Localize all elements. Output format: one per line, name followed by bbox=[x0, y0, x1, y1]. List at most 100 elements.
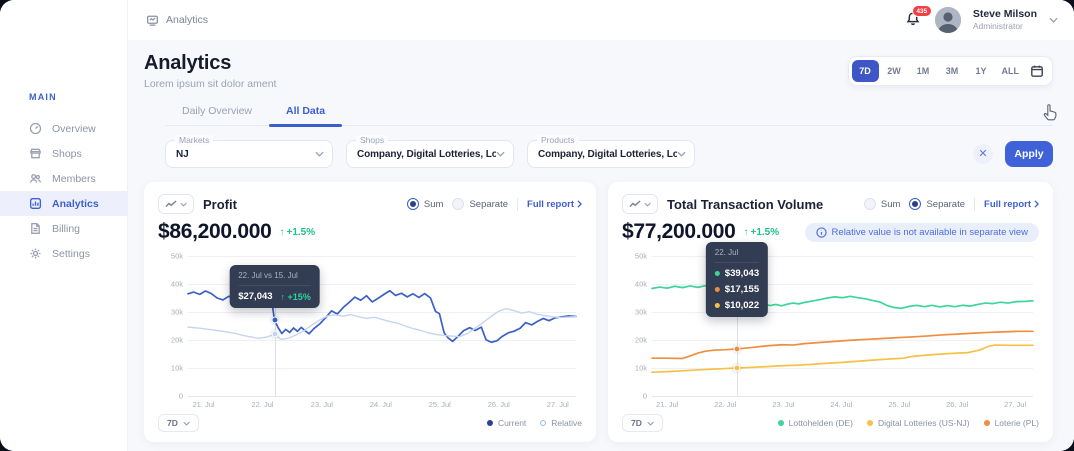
sidebar-item-overview[interactable]: Overview bbox=[0, 116, 127, 141]
analytics-breadcrumb-icon bbox=[147, 15, 158, 26]
chart-range-dropdown[interactable]: 7D bbox=[622, 414, 663, 432]
sidebar-item-shops[interactable]: Shops bbox=[0, 141, 127, 166]
x-axis-label: 22. Jul bbox=[251, 400, 274, 409]
chart-range-dropdown[interactable]: 7D bbox=[158, 414, 199, 432]
breadcrumb-label: Analytics bbox=[166, 14, 209, 26]
tab-daily-overview[interactable]: Daily Overview bbox=[182, 105, 253, 117]
chevron-down-icon bbox=[496, 151, 505, 157]
gridline bbox=[652, 396, 1033, 397]
y-axis-label: 40k bbox=[170, 279, 183, 289]
markets-select[interactable]: Markets NJ bbox=[165, 135, 333, 168]
data-point-dot bbox=[271, 316, 279, 324]
sidebar-item-analytics[interactable]: Analytics bbox=[0, 191, 127, 216]
tooltip-title: 22. Jul vs 15. Jul bbox=[238, 271, 311, 287]
chevron-right-icon bbox=[577, 200, 582, 208]
sidebar-item-label: Members bbox=[52, 172, 96, 185]
full-report-link[interactable]: Full report bbox=[527, 199, 582, 210]
tooltip-value: $10,022 bbox=[724, 300, 760, 311]
sidebar-item-label: Overview bbox=[52, 122, 96, 135]
full-report-label: Full report bbox=[527, 198, 574, 210]
series-line bbox=[188, 309, 576, 340]
radio-label: Separate bbox=[926, 198, 966, 210]
legend-label: Current bbox=[497, 418, 527, 428]
legend-item[interactable]: Loterie (PL) bbox=[983, 418, 1039, 428]
radio-icon bbox=[406, 198, 419, 210]
analytics-icon bbox=[30, 198, 41, 209]
x-axis-label: 26. Jul bbox=[487, 400, 510, 409]
legend-item[interactable]: Current bbox=[486, 418, 527, 428]
notification-badge: 435 bbox=[911, 5, 932, 17]
x-axis-label: 23. Jul bbox=[310, 400, 333, 409]
sum-radio[interactable]: Sum bbox=[406, 198, 444, 210]
legend-dot bbox=[866, 420, 873, 426]
avatar[interactable] bbox=[934, 7, 961, 33]
chart-type-button[interactable] bbox=[158, 194, 194, 214]
gridline bbox=[652, 256, 1033, 257]
products-value: Company, Digital Lotteries, Loterie bbox=[538, 148, 677, 160]
sidebar-item-label: Settings bbox=[52, 247, 90, 260]
time-range-all[interactable]: ALL bbox=[997, 60, 1025, 82]
time-range-1y[interactable]: 1Y bbox=[968, 60, 995, 82]
legend-label: Lottohelden (DE) bbox=[788, 418, 853, 428]
x-axis-label: 21. Jul bbox=[656, 400, 679, 409]
tooltip-value: $17,155 bbox=[724, 284, 760, 295]
x-axis-label: 27. Jul bbox=[546, 400, 569, 409]
chart-range-label: 7D bbox=[631, 418, 642, 428]
tab-all-data[interactable]: All Data bbox=[269, 99, 343, 127]
tooltip-guide-line bbox=[736, 256, 738, 396]
x-axis-label: 21. Jul bbox=[192, 400, 215, 409]
notice-text: Relative value is not available in separ… bbox=[831, 226, 1028, 238]
chart-type-button[interactable] bbox=[622, 194, 658, 214]
data-point-dot bbox=[733, 364, 741, 372]
tooltip-row: $17,155 bbox=[714, 284, 760, 295]
gridline bbox=[652, 312, 1033, 313]
time-range-control: 7D 2W 1M 3M 1Y ALL bbox=[847, 56, 1053, 86]
legend-label: Digital Lotteries (US-NJ) bbox=[877, 418, 970, 428]
series-line bbox=[652, 331, 1033, 358]
radio-label: Sum bbox=[423, 198, 444, 210]
shops-select[interactable]: Shops Company, Digital Lotteries, Loteri… bbox=[346, 135, 514, 168]
full-report-link[interactable]: Full report bbox=[984, 199, 1039, 210]
close-icon: ✕ bbox=[978, 147, 988, 160]
radio-icon bbox=[452, 198, 465, 210]
y-axis-label: 40k bbox=[634, 279, 647, 289]
tooltip-value: $39,043 bbox=[724, 268, 760, 279]
notifications-button[interactable]: 435 bbox=[905, 5, 932, 29]
calendar-button[interactable] bbox=[1030, 64, 1044, 78]
separate-radio[interactable]: Separate bbox=[909, 198, 965, 210]
divider bbox=[517, 197, 519, 211]
chart-range-label: 7D bbox=[167, 418, 178, 428]
transaction-volume-chart[interactable]: 50k 40k 30k 20k 10k 0 21. Jul 22. Jul 23. Jul 24.… bbox=[635, 242, 1033, 409]
chevron-down-icon bbox=[644, 202, 651, 207]
chevron-down-icon[interactable] bbox=[1049, 17, 1058, 23]
clear-filters-button[interactable]: ✕ bbox=[973, 144, 993, 164]
markets-value: NJ bbox=[176, 148, 189, 160]
separate-radio[interactable]: Separate bbox=[452, 198, 508, 210]
x-axis-label: 24. Jul bbox=[369, 400, 392, 409]
y-axis-label: 0 bbox=[178, 391, 183, 401]
sidebar-item-label: Analytics bbox=[52, 197, 99, 210]
legend-item[interactable]: Relative bbox=[540, 418, 582, 428]
tooltip-delta: ↑ +15% bbox=[280, 291, 311, 302]
time-range-7d[interactable]: 7D bbox=[851, 60, 879, 82]
products-select[interactable]: Products Company, Digital Lotteries, Lot… bbox=[527, 135, 695, 168]
legend-dot bbox=[540, 420, 547, 426]
sidebar-item-label: Shops bbox=[52, 147, 82, 160]
tooltip-value: $27,043 bbox=[238, 291, 273, 303]
y-axis-label: 50k bbox=[170, 251, 183, 261]
card-title: Profit bbox=[203, 196, 237, 212]
sidebar-item-settings[interactable]: Settings bbox=[0, 241, 127, 266]
y-axis-label: 0 bbox=[642, 391, 647, 401]
sidebar-item-members[interactable]: Members bbox=[0, 166, 127, 191]
tooltip-series-dot bbox=[714, 287, 720, 292]
legend-item[interactable]: Lottohelden (DE) bbox=[777, 418, 853, 428]
sum-radio[interactable]: Sum bbox=[863, 198, 900, 210]
profit-chart[interactable]: 50k 40k 30k 20k 10k 0 21. Jul 22. Jul 23. Jul 24.… bbox=[171, 252, 576, 409]
time-range-1m[interactable]: 1M bbox=[910, 60, 937, 82]
sidebar-item-billing[interactable]: Billing bbox=[0, 216, 127, 241]
apply-button[interactable]: Apply bbox=[1005, 141, 1053, 167]
legend-item[interactable]: Digital Lotteries (US-NJ) bbox=[866, 418, 970, 428]
time-range-2w[interactable]: 2W bbox=[881, 60, 908, 82]
time-range-3m[interactable]: 3M bbox=[939, 60, 966, 82]
